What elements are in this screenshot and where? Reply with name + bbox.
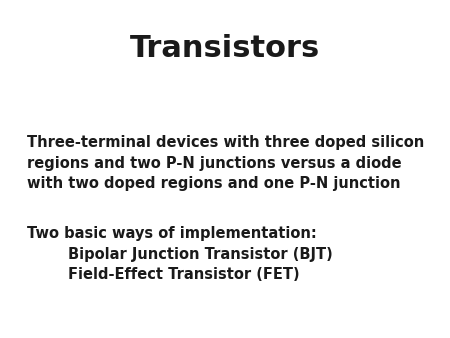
Text: Three-terminal devices with three doped silicon
regions and two P-N junctions ve: Three-terminal devices with three doped …: [27, 135, 424, 191]
Text: Two basic ways of implementation:
        Bipolar Junction Transistor (BJT)
    : Two basic ways of implementation: Bipola…: [27, 226, 333, 282]
Text: Transistors: Transistors: [130, 34, 320, 63]
